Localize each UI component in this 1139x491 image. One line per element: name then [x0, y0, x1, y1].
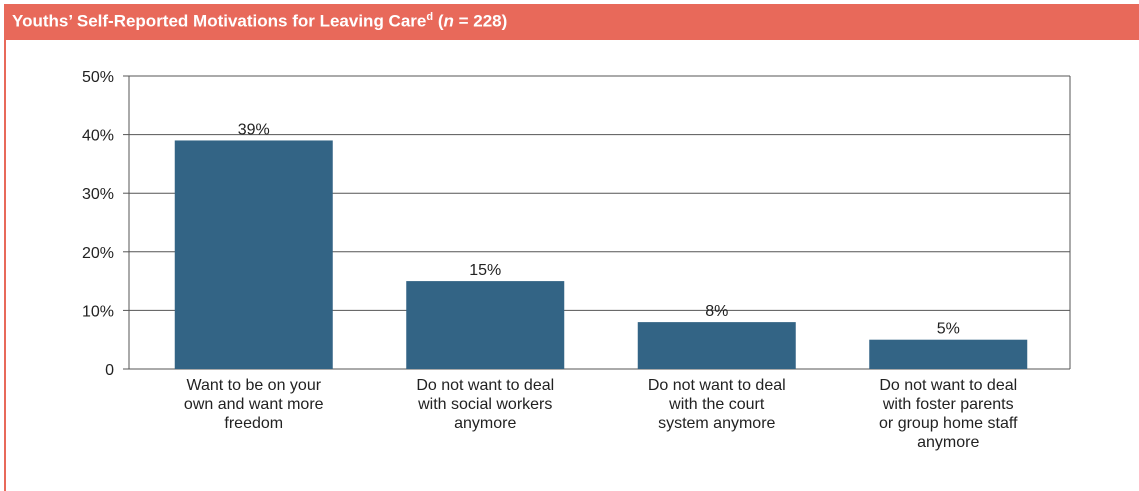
footnote-marker: d: [426, 11, 434, 23]
n-symbol: n: [443, 11, 454, 31]
x-tick-label: with the court: [668, 396, 765, 413]
y-tick-label: 40%: [82, 128, 114, 145]
x-tick-label: anymore: [454, 415, 516, 432]
n-value: = 228): [453, 11, 508, 31]
x-tick-label: Want to be on your: [186, 377, 321, 394]
y-tick-label: 30%: [82, 186, 114, 203]
chart-title: Youths’ Self-Reported Motivations for Le…: [12, 11, 507, 32]
n-prefix: (: [437, 11, 444, 31]
x-tick-label: anymore: [917, 434, 979, 451]
data-label: 8%: [705, 303, 728, 320]
x-tick-label: Do not want to deal: [648, 377, 786, 394]
bar: [869, 339, 1028, 369]
y-tick-label: 0: [105, 362, 114, 379]
x-tick-label: freedom: [224, 415, 283, 432]
x-tick-label: system anymore: [658, 415, 775, 432]
x-tick-label: Do not want to deal: [879, 377, 1017, 394]
x-tick-label: with foster parents: [882, 396, 1014, 413]
data-label: 5%: [937, 321, 960, 338]
x-tick-label: or group home staff: [879, 415, 1018, 432]
bar: [406, 281, 565, 369]
title-text: Youths’ Self-Reported Motivations for Le…: [12, 11, 427, 31]
y-tick-label: 10%: [82, 303, 114, 320]
y-tick-label: 50%: [82, 69, 114, 86]
x-tick-label: Do not want to deal: [416, 377, 554, 394]
data-label: 15%: [469, 262, 501, 279]
data-label: 39%: [238, 121, 270, 138]
x-tick-label: with social workers: [417, 396, 552, 413]
bar: [637, 322, 796, 369]
chart-frame: [4, 4, 1139, 491]
bar: [174, 140, 333, 369]
chart-header: Youths’ Self-Reported Motivations for Le…: [4, 4, 1139, 40]
y-tick-label: 20%: [82, 245, 114, 262]
x-tick-label: own and want more: [184, 396, 324, 413]
